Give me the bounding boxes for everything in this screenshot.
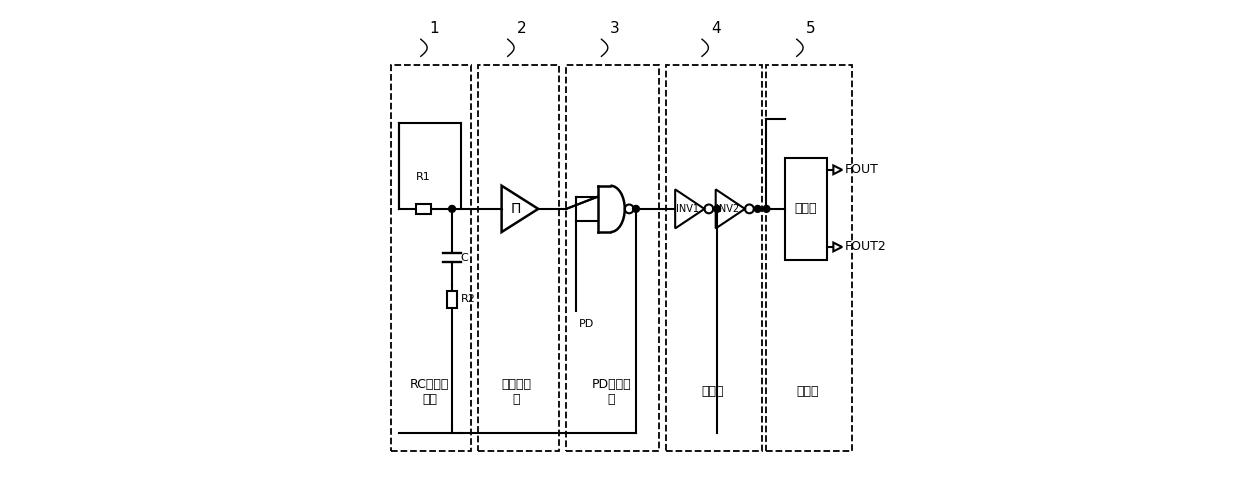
Bar — [567, 65, 658, 451]
Text: R1: R1 — [415, 172, 430, 182]
Text: FOUT2: FOUT2 — [844, 241, 887, 253]
Bar — [448, 291, 456, 308]
Bar — [391, 65, 471, 451]
Bar — [415, 204, 430, 214]
Text: Π: Π — [511, 202, 521, 216]
Text: PD: PD — [579, 319, 594, 328]
Text: PD控制模
块: PD控制模 块 — [591, 378, 631, 406]
Text: 缓冲器: 缓冲器 — [702, 385, 724, 399]
Text: 2: 2 — [517, 21, 526, 35]
Circle shape — [714, 205, 720, 212]
Circle shape — [449, 205, 455, 212]
Text: INV1: INV1 — [676, 204, 699, 214]
Text: 4: 4 — [711, 21, 720, 35]
Text: C: C — [461, 253, 469, 263]
Text: R2: R2 — [461, 294, 476, 304]
Bar — [479, 65, 559, 451]
Bar — [766, 65, 852, 451]
Text: INV2: INV2 — [717, 204, 739, 214]
Text: RC充放电
网络: RC充放电 网络 — [410, 378, 449, 406]
Circle shape — [763, 205, 770, 212]
Text: FOUT: FOUT — [844, 164, 878, 176]
Text: 5: 5 — [806, 21, 815, 35]
Text: 1: 1 — [430, 21, 439, 35]
Text: 二分频: 二分频 — [795, 202, 817, 216]
Circle shape — [632, 205, 640, 212]
Text: 3: 3 — [610, 21, 620, 35]
Circle shape — [754, 205, 761, 212]
Bar — [666, 65, 761, 451]
Text: 迟滞比较
器: 迟滞比较 器 — [501, 378, 532, 406]
Text: 二分频: 二分频 — [797, 385, 820, 399]
Bar — [785, 158, 827, 260]
